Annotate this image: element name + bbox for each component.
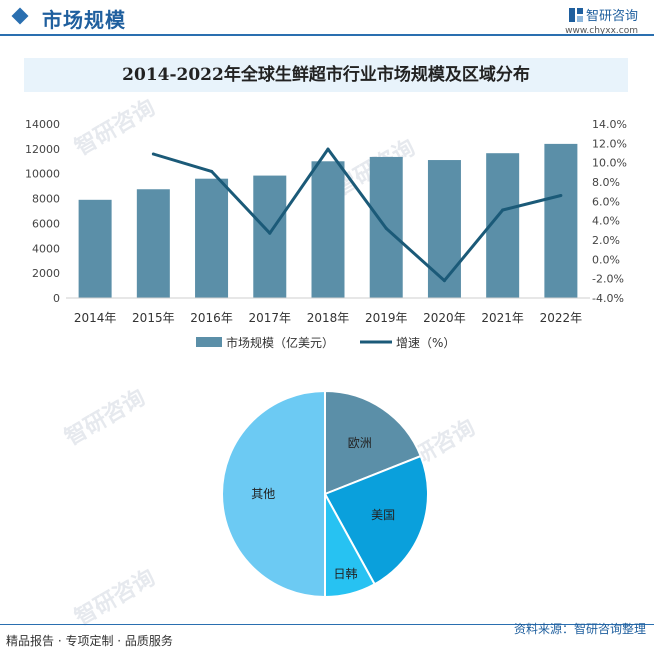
growth-point bbox=[559, 194, 563, 198]
y-left-tick-label: 14000 bbox=[25, 118, 60, 131]
x-tick-label: 2019年 bbox=[365, 311, 408, 325]
x-tick-label: 2015年 bbox=[132, 311, 175, 325]
y-left-tick-label: 0 bbox=[53, 292, 60, 305]
chart-title: 2014-2022年全球生鲜超市行业市场规模及区域分布 bbox=[122, 65, 530, 85]
bar bbox=[78, 199, 112, 298]
section-title: 市场规模 bbox=[42, 8, 126, 32]
x-tick-label: 2018年 bbox=[307, 311, 350, 325]
y-right-tick-label: 10.0% bbox=[592, 157, 627, 170]
brand-name: 智研咨询 bbox=[585, 9, 638, 24]
bar bbox=[427, 160, 461, 298]
bar bbox=[544, 143, 578, 298]
pie-slice bbox=[221, 389, 326, 599]
page-header: 市场规模 智研咨询 www.chyxx.com bbox=[0, 0, 654, 36]
growth-point bbox=[210, 169, 214, 173]
legend-label-line: 增速（%） bbox=[396, 336, 455, 350]
bar bbox=[136, 189, 170, 298]
x-tick-label: 2014年 bbox=[74, 311, 117, 325]
x-tick-label: 2022年 bbox=[540, 311, 583, 325]
y-right-tick-label: 8.0% bbox=[592, 176, 620, 189]
growth-point bbox=[384, 226, 388, 230]
combo-chart: 0 2000 4000 6000 8000 10000 12000 14000 -4.0% -2.… bbox=[25, 118, 627, 350]
pie-slice-label: 欧洲 bbox=[348, 436, 372, 450]
footer-divider bbox=[0, 624, 654, 625]
y-right-tick-label: -4.0% bbox=[592, 292, 624, 305]
x-tick-label: 2021年 bbox=[481, 311, 524, 325]
growth-point bbox=[151, 152, 155, 156]
growth-point bbox=[268, 231, 272, 235]
header-diamond-icon bbox=[11, 7, 29, 25]
y-left-tick-label: 8000 bbox=[32, 193, 60, 206]
brand-logo: 智研咨询 www.chyxx.com bbox=[565, 4, 638, 36]
x-tick-label: 2020年 bbox=[423, 311, 466, 325]
pie-slice-label: 日韩 bbox=[333, 566, 357, 581]
y-right-tick-label: 6.0% bbox=[592, 195, 620, 208]
y-left-tick-label: 2000 bbox=[32, 267, 60, 280]
growth-point bbox=[326, 147, 330, 151]
pie-slice bbox=[323, 454, 429, 586]
legend-swatch-bar bbox=[196, 337, 222, 347]
y-right-tick-label: 0.0% bbox=[592, 253, 620, 266]
y-left-tick-label: 6000 bbox=[32, 217, 60, 230]
header-divider bbox=[0, 34, 654, 36]
bar bbox=[311, 161, 345, 298]
bar bbox=[253, 175, 287, 298]
y-right-tick-label: 4.0% bbox=[592, 215, 620, 228]
x-tick-label: 2017年 bbox=[249, 311, 292, 325]
legend-label-bar: 市场规模（亿美元） bbox=[226, 335, 334, 350]
y-right-tick-label: 14.0% bbox=[592, 118, 627, 131]
footer-source: 资料来源：智研咨询整理 bbox=[513, 622, 646, 636]
pie-slice-label: 其他 bbox=[251, 487, 275, 501]
y-right-tick-label: 12.0% bbox=[592, 137, 627, 150]
footer-tagline: 精品报告 · 专项定制 · 品质服务 bbox=[6, 634, 173, 648]
chart-title-box: 2014-2022年全球生鲜超市行业市场规模及区域分布 bbox=[24, 58, 628, 92]
y-left-tick-label: 4000 bbox=[32, 242, 60, 255]
growth-point bbox=[501, 208, 505, 212]
y-left-tick-label: 12000 bbox=[25, 143, 60, 156]
growth-line bbox=[152, 147, 562, 283]
y-left-tick-label: 10000 bbox=[25, 168, 60, 181]
x-tick-label: 2016年 bbox=[190, 311, 233, 325]
growth-point bbox=[442, 279, 446, 283]
y-right-tick-label: -2.0% bbox=[592, 273, 624, 286]
brand-url: www.chyxx.com bbox=[565, 26, 638, 36]
pie-slice-label: 美国 bbox=[371, 508, 395, 522]
brand-logo-icon bbox=[568, 7, 583, 22]
bar bbox=[195, 178, 229, 298]
pie-slice bbox=[324, 389, 423, 496]
y-right-tick-label: 2.0% bbox=[592, 234, 620, 247]
